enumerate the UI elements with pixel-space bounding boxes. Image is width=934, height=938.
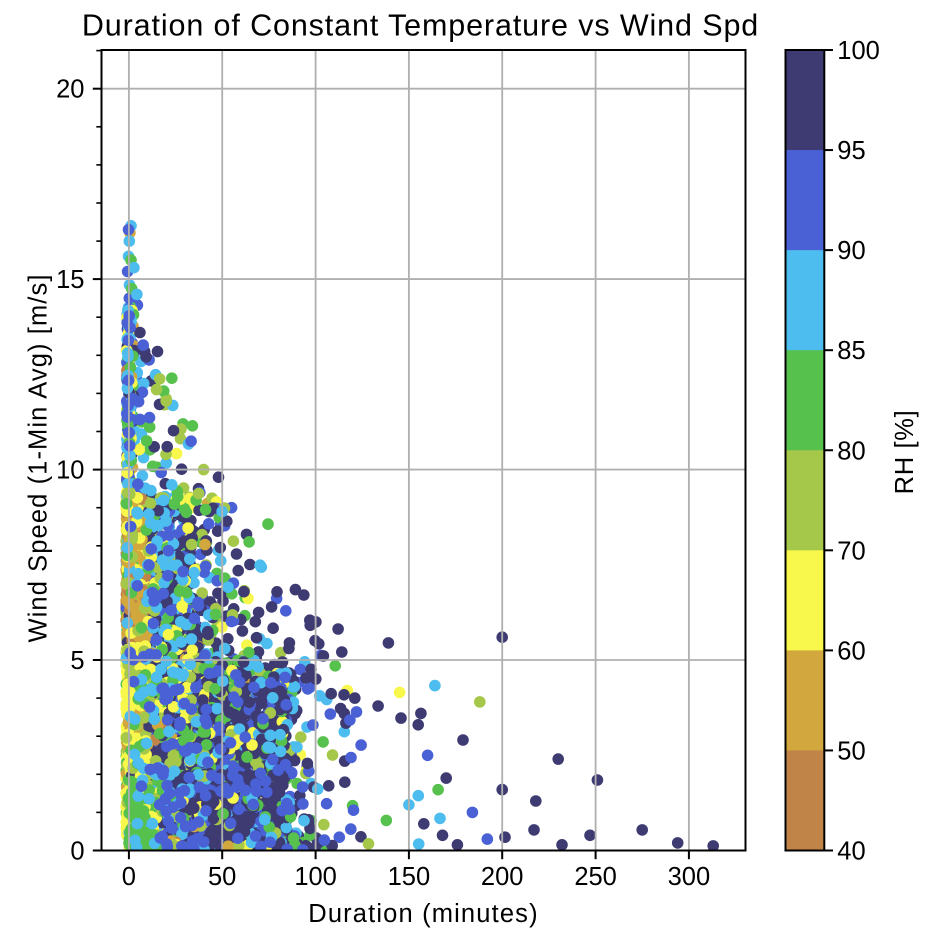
svg-text:95: 95 [837, 137, 865, 165]
svg-text:Duration of Constant Temperatu: Duration of Constant Temperature vs Wind… [82, 9, 759, 43]
svg-text:300: 300 [668, 863, 711, 891]
svg-text:40: 40 [837, 838, 865, 866]
svg-text:Duration (minutes): Duration (minutes) [308, 900, 538, 928]
svg-text:100: 100 [837, 37, 880, 65]
svg-text:RH [%]: RH [%] [891, 410, 919, 495]
svg-text:60: 60 [837, 637, 865, 665]
svg-text:80: 80 [837, 437, 865, 465]
svg-text:90: 90 [837, 237, 865, 265]
svg-text:0: 0 [122, 863, 136, 891]
svg-text:15: 15 [56, 266, 84, 294]
svg-text:Wind Speed (1-Min Avg) [m/s]: Wind Speed (1-Min Avg) [m/s] [25, 273, 53, 642]
svg-text:200: 200 [481, 863, 524, 891]
svg-text:20: 20 [56, 76, 84, 104]
svg-text:70: 70 [837, 537, 865, 565]
svg-text:100: 100 [294, 863, 337, 891]
svg-text:50: 50 [837, 737, 865, 765]
svg-text:5: 5 [70, 647, 84, 675]
svg-text:250: 250 [574, 863, 617, 891]
svg-text:50: 50 [208, 863, 236, 891]
svg-text:85: 85 [837, 337, 865, 365]
svg-text:10: 10 [56, 457, 84, 485]
svg-text:0: 0 [70, 838, 84, 866]
svg-text:150: 150 [388, 863, 431, 891]
